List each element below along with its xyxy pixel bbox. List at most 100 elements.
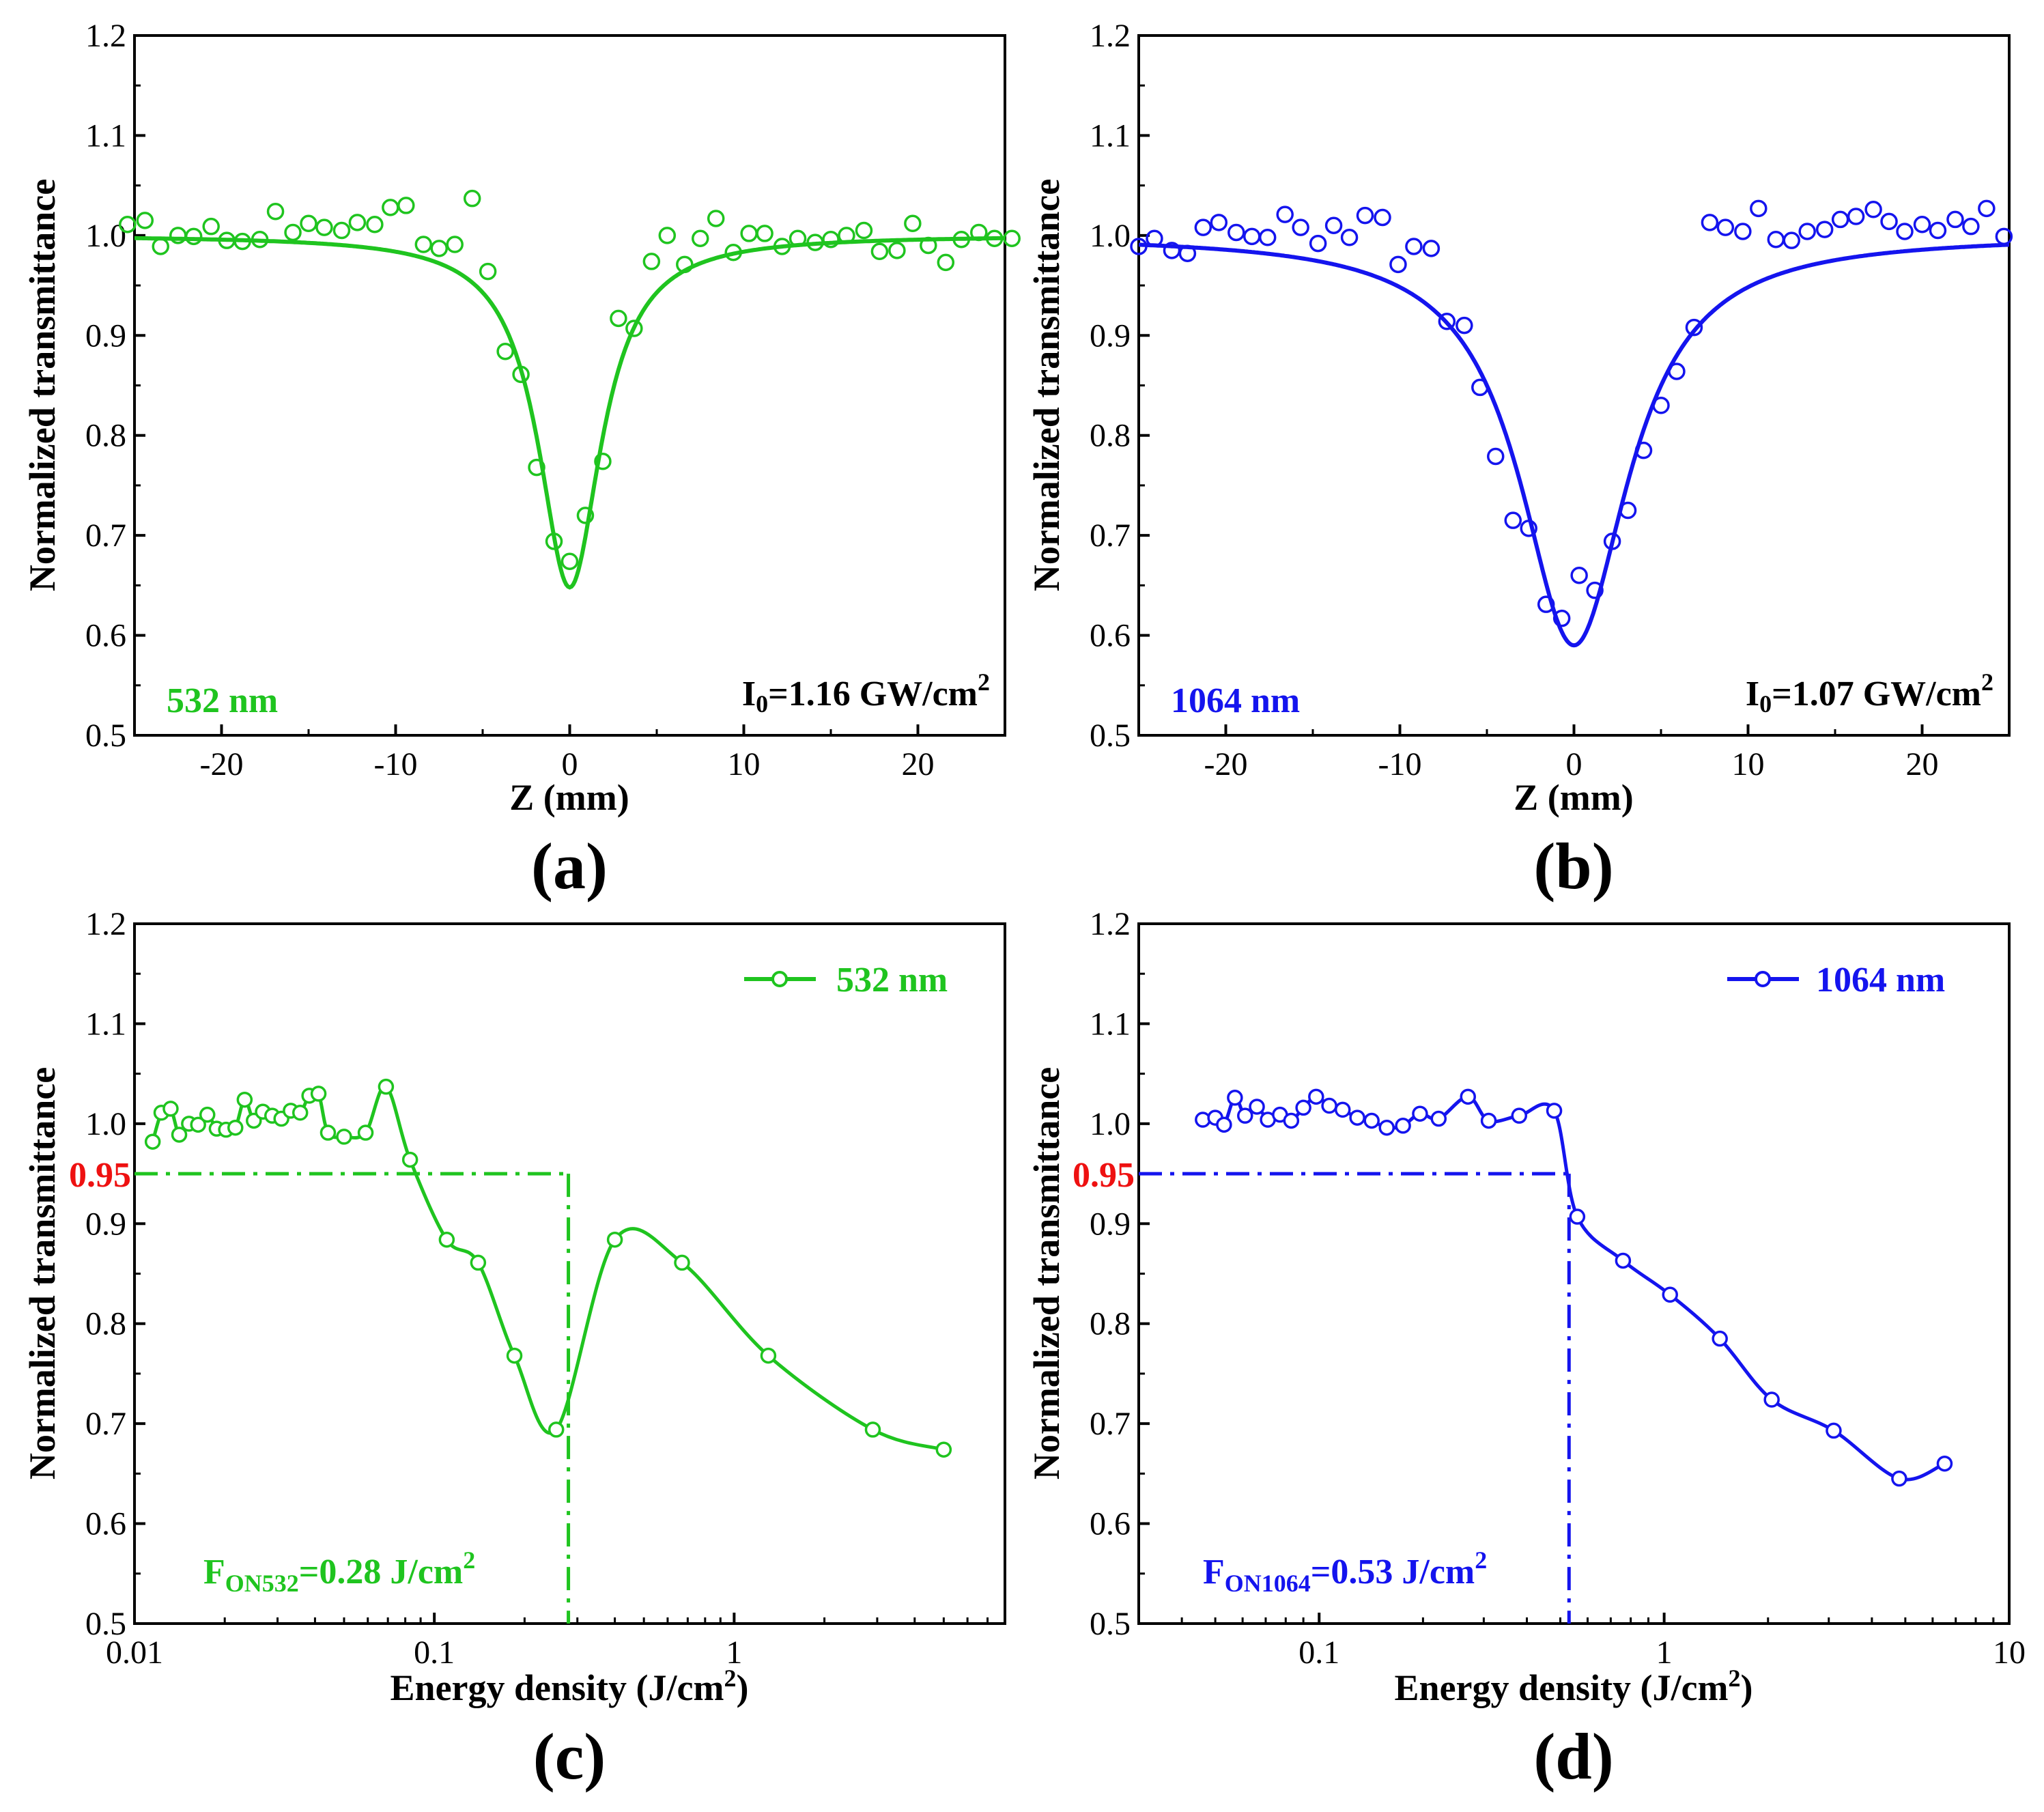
data-point: [1619, 501, 1637, 520]
data-point: [1283, 1112, 1300, 1129]
data-point: [1570, 566, 1588, 584]
data-point: [1831, 210, 1849, 229]
data-point: [1374, 208, 1391, 227]
data-point: [1962, 217, 1980, 236]
x-axis-title-d: Energy density (J/cm2): [1395, 1665, 1753, 1708]
data-point: [1216, 1116, 1232, 1133]
data-point: [548, 1421, 565, 1438]
x-tick-label: -20: [200, 746, 244, 782]
data-point: [332, 221, 351, 240]
legend-c: 532 nm: [744, 961, 948, 1000]
legend-label-c: 532 nm: [836, 961, 948, 1000]
data-point: [560, 552, 579, 570]
y-tick-label: 0.8: [1090, 1306, 1131, 1342]
data-point: [692, 229, 709, 247]
data-point: [1405, 238, 1423, 255]
data-point: [864, 1421, 881, 1438]
data-point: [446, 236, 464, 253]
x-tick-label: 0.1: [1298, 1634, 1339, 1671]
data-point: [1378, 1119, 1395, 1136]
data-point: [1340, 229, 1359, 246]
data-point: [870, 242, 889, 261]
y-tick-label: 0.7: [1090, 1406, 1131, 1442]
data-point: [1701, 214, 1719, 231]
data-point: [1471, 378, 1489, 397]
data-point: [625, 320, 643, 337]
data-point: [397, 197, 415, 214]
y-tick-label: 0.5: [85, 718, 126, 754]
data-point: [336, 1129, 352, 1145]
marks-b: [1130, 199, 2013, 648]
data-point: [1880, 212, 1898, 231]
x-ticks-c: 0.01 0.1 1: [106, 1613, 1006, 1671]
data-point: [1130, 238, 1148, 255]
y-ticks-a: 0.50.60.70.80.91.01.11.2: [85, 18, 145, 754]
fit-curve: [134, 236, 1005, 590]
y-tick-label: 0.5: [85, 1606, 126, 1642]
data-point: [1456, 316, 1473, 335]
data-point: [414, 236, 433, 253]
data-point: [1321, 1097, 1337, 1114]
data-point: [773, 238, 791, 255]
y-tick-label: 0.5: [1090, 718, 1131, 754]
data-point: [310, 1086, 327, 1102]
y-ticks-b: 0.5 0.6 0.7 0.8 0.9 1.0 1.1 1.2: [1090, 18, 1150, 754]
data-point: [724, 244, 742, 261]
data-point: [1295, 1099, 1311, 1116]
data-point: [199, 1106, 216, 1123]
x-tick-label: 0.1: [414, 1634, 455, 1671]
data-point: [1537, 595, 1555, 613]
x-axis-title-c: Energy density (J/cm2): [391, 1665, 749, 1708]
data-point: [985, 229, 1004, 247]
data-point: [438, 1231, 455, 1248]
y-tick-label: 1.0: [85, 1106, 126, 1142]
data-point: [1487, 447, 1505, 466]
wavelength-label-a: 532 nm: [167, 681, 278, 720]
data-point: [920, 236, 937, 255]
data-point: [1243, 227, 1261, 246]
data-point: [935, 1441, 952, 1458]
data-point: [401, 1151, 418, 1168]
data-point: [236, 1091, 253, 1108]
panel-label-a: (a): [531, 830, 608, 903]
x-tick-label: 20: [902, 746, 935, 782]
data-point: [1276, 206, 1294, 223]
y-ticks-d: 0.5 0.6 0.7 0.8 0.9 1.0 1.1 1.2: [1090, 906, 1150, 1642]
data-point: [1896, 223, 1914, 240]
legend-label-d: 1064 nm: [1816, 961, 1945, 1000]
data-point: [1929, 221, 1947, 240]
x-ticks-a: -20 -10 0 10 20: [133, 724, 1006, 782]
data-point: [594, 453, 612, 470]
data-point: [970, 223, 988, 242]
panel-label-c: (c): [533, 1720, 606, 1793]
x-tick-label: 10: [1993, 1634, 2026, 1671]
x-tick-label: 1: [726, 1634, 742, 1671]
data-point: [1292, 218, 1309, 236]
x-tick-label: -20: [1204, 746, 1248, 782]
data-point: [1460, 1088, 1477, 1105]
x-ticks-b: -20 -10 0 10 20: [1137, 724, 2011, 782]
y-tick-label: 1.2: [85, 906, 126, 942]
x-tick-label: 1: [1656, 1634, 1673, 1671]
data-point: [1652, 397, 1670, 414]
data-point: [1194, 218, 1212, 236]
y-tick-label: 0.6: [85, 618, 126, 654]
y-axis-title-a: Normalized transmittance: [22, 179, 63, 591]
data-point: [1227, 223, 1245, 242]
data-point: [382, 199, 399, 216]
data-point: [1520, 520, 1537, 537]
data-point: [470, 1254, 487, 1271]
data-point: [1363, 1112, 1380, 1129]
data-point: [292, 1105, 309, 1121]
data-point: [184, 227, 203, 246]
data-point: [1783, 231, 1800, 249]
y-tick-label: 0.6: [1090, 1506, 1131, 1542]
data-point: [1003, 229, 1021, 247]
y-tick-label: 0.9: [85, 1206, 126, 1242]
y-tick-label: 0.5: [1090, 1606, 1131, 1642]
data-point: [1258, 229, 1277, 246]
data-point: [479, 262, 497, 281]
y-tick-label: 1.0: [1090, 1106, 1131, 1142]
y-tick-label: 0.6: [1090, 618, 1131, 654]
